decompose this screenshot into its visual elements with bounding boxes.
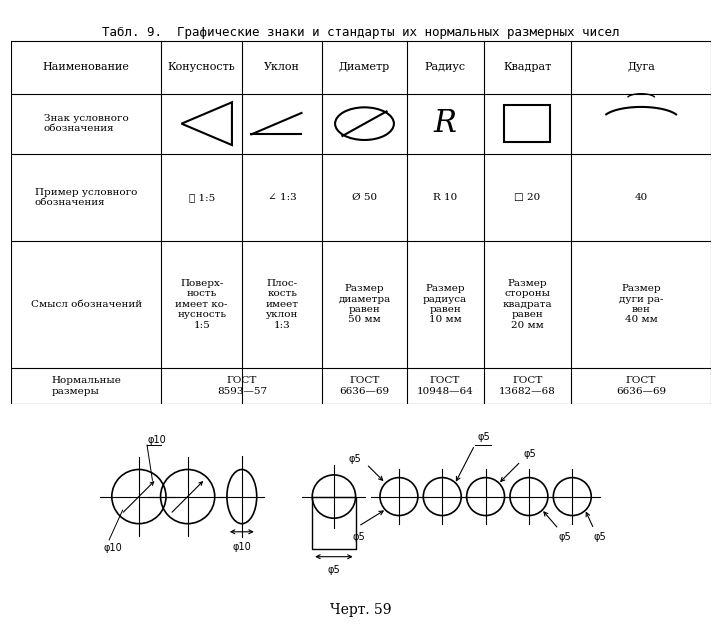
Text: Пример условного
обозначения: Пример условного обозначения [35,188,137,207]
Bar [312,497,355,549]
Text: R: R [433,108,456,139]
Text: φ5: φ5 [348,454,361,464]
Text: Знак условного
обозначения: Знак условного обозначения [44,114,129,133]
Text: φ10: φ10 [104,543,123,552]
Text: φ5: φ5 [328,565,340,575]
Text: Радиус: Радиус [425,63,466,72]
Text: Размер
радиуса
равен
10 мм: Размер радиуса равен 10 мм [423,284,467,324]
Text: ГОСТ
13682—68: ГОСТ 13682—68 [499,376,556,396]
Text: ГОСТ
8593—57: ГОСТ 8593—57 [217,376,267,396]
Text: Диаметр: Диаметр [339,63,390,72]
Text: Размер
дуги ра-
вен
40 мм: Размер дуги ра- вен 40 мм [619,284,664,324]
Text: Размер
диаметра
равен
50 мм: Размер диаметра равен 50 мм [339,284,391,324]
Text: Поверх-
ность
имеет ко-
нусность
1:5: Поверх- ность имеет ко- нусность 1:5 [175,279,228,330]
Text: □ 20: □ 20 [514,193,541,202]
Text: ГОСТ
6636—69: ГОСТ 6636—69 [616,376,666,396]
Text: R 10: R 10 [433,193,457,202]
Text: φ10: φ10 [232,542,251,552]
Text: Ø 50: Ø 50 [352,193,377,202]
Text: Конусность: Конусность [168,63,235,72]
Text: φ5: φ5 [523,449,536,459]
Text: Плос-
кость
имеет
уклон
1:3: Плос- кость имеет уклон 1:3 [266,279,299,330]
Text: φ5: φ5 [477,432,490,442]
Text: 40: 40 [635,193,648,202]
Text: φ5: φ5 [594,532,606,542]
Text: ГОСТ
10948—64: ГОСТ 10948—64 [417,376,474,396]
Text: ⊳ 1:5: ⊳ 1:5 [188,193,215,202]
Text: Уклон: Уклон [264,63,300,72]
Text: Смысл обозначений: Смысл обозначений [30,300,142,309]
Text: φ5: φ5 [559,532,572,542]
Text: φ5: φ5 [353,532,365,542]
Text: Наименование: Наименование [43,63,129,72]
Text: Дуга: Дуга [627,63,655,72]
Text: Нормальные
размеры: Нормальные размеры [51,376,121,396]
Text: φ10: φ10 [147,435,166,445]
Text: ГОСТ
6636—69: ГОСТ 6636—69 [339,376,390,396]
Text: Размер
стороны
квадрата
равен
20 мм: Размер стороны квадрата равен 20 мм [503,279,552,330]
Text: Черт. 59: Черт. 59 [330,603,392,617]
Text: ∠ 1:3: ∠ 1:3 [268,193,297,202]
Text: Квадрат: Квадрат [503,63,552,72]
Bar [504,105,550,142]
Text: Табл. 9.  Графические знаки и стандарты их нормальных размерных чисел: Табл. 9. Графические знаки и стандарты и… [103,25,619,39]
